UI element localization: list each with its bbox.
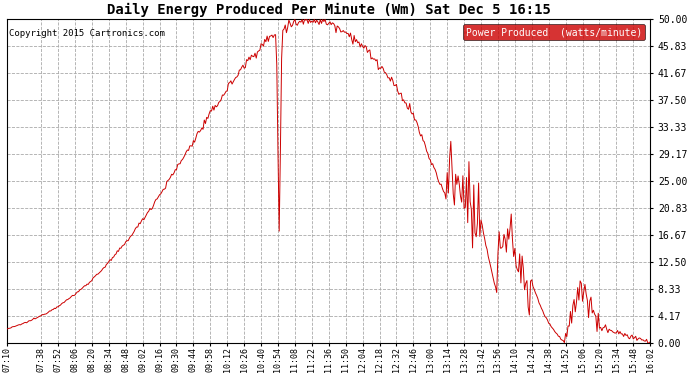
Legend: Power Produced  (watts/minute): Power Produced (watts/minute) (463, 24, 645, 40)
Title: Daily Energy Produced Per Minute (Wm) Sat Dec 5 16:15: Daily Energy Produced Per Minute (Wm) Sa… (107, 3, 551, 17)
Text: Copyright 2015 Cartronics.com: Copyright 2015 Cartronics.com (8, 29, 164, 38)
